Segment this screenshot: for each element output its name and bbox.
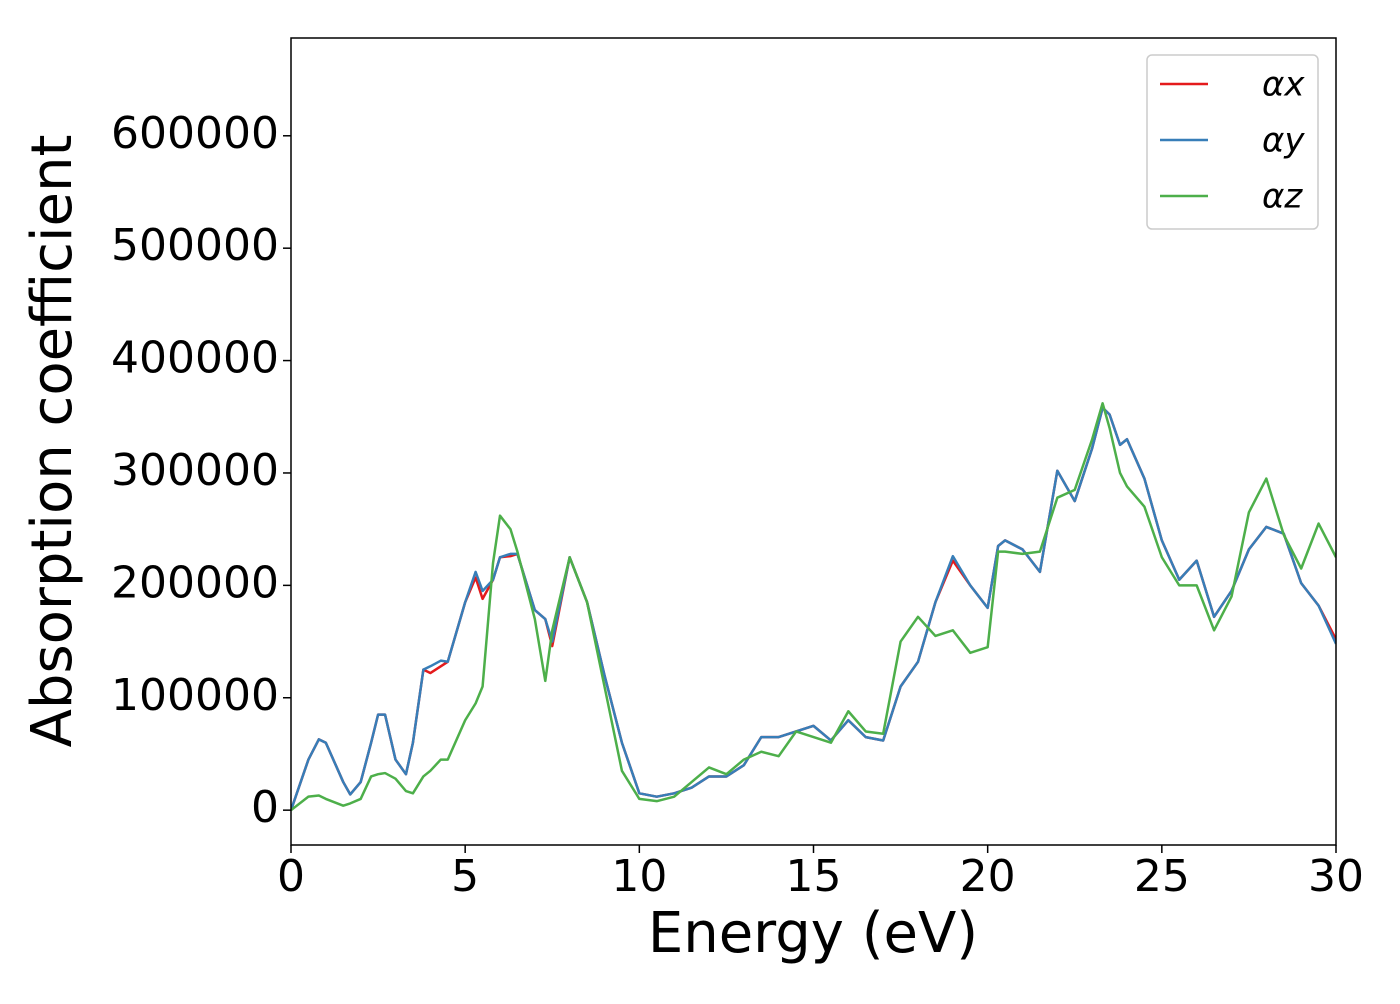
x-tick-label: 20 [960, 851, 1016, 902]
x-axis-label: Energy (eV) [648, 901, 978, 966]
y-tick-label: 400000 [111, 333, 279, 384]
y-tick-label: 300000 [111, 445, 279, 496]
x-tick-label: 10 [611, 851, 667, 902]
series-line [291, 402, 1336, 812]
legend-box [1146, 54, 1319, 230]
y-axis-label: Absorption coefficient [20, 135, 85, 748]
x-tick-label: 30 [1308, 851, 1364, 902]
x-tick-label: 5 [451, 851, 479, 902]
y-tick-label: 600000 [111, 108, 279, 159]
y-tick-label: 500000 [111, 220, 279, 271]
y-tick-label: 100000 [111, 670, 279, 721]
legend-label: αx [1262, 65, 1305, 105]
legend-label: αy [1262, 121, 1305, 161]
x-tick-label: 25 [1134, 851, 1190, 902]
x-tick-label: 15 [786, 851, 842, 902]
plot-frame [290, 37, 1337, 846]
x-tick-label: 0 [277, 851, 305, 902]
legend-label: αz [1262, 177, 1303, 217]
y-tick-label: 0 [251, 782, 279, 833]
series-line [291, 406, 1336, 811]
series-line [291, 406, 1336, 811]
y-tick-label: 200000 [111, 557, 279, 608]
